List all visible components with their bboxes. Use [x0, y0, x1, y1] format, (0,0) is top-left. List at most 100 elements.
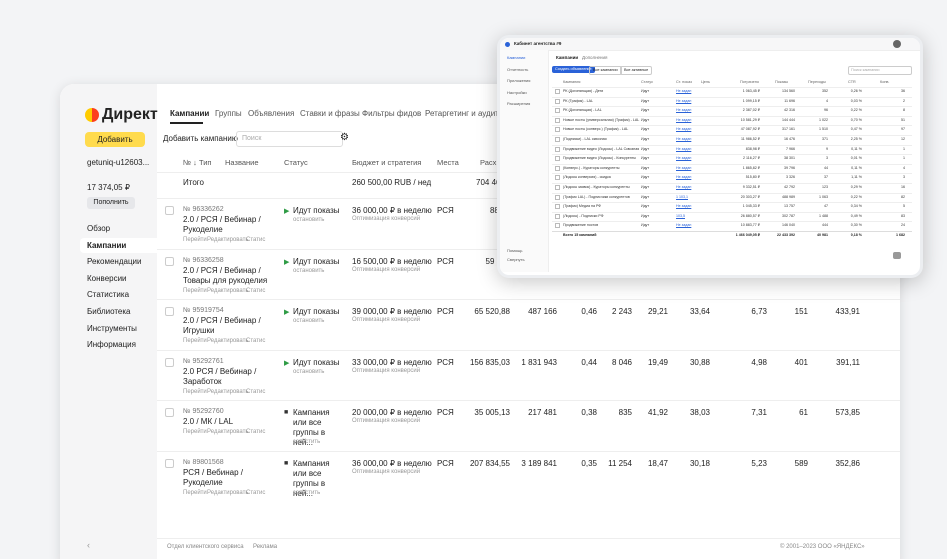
- ov-search[interactable]: Поиск кампании: [848, 66, 912, 75]
- row-link[interactable]: Перейти: [183, 489, 207, 496]
- ov-row-line: [552, 115, 912, 117]
- campaign-name[interactable]: 2.0 / РСЯ / Вебинар / Рукоделие: [183, 215, 261, 234]
- places: РСЯ: [437, 307, 454, 316]
- campaign-name[interactable]: 2.0 РСЯ / Вебинар / Заработок: [183, 366, 257, 386]
- row-link[interactable]: Перейти: [183, 429, 207, 435]
- ov-bottom-item[interactable]: Помощь: [507, 248, 523, 253]
- checkbox[interactable]: [165, 256, 174, 266]
- ov-cell[interactable]: Продвижение видео (Лидосы) - LAL Сквозна…: [563, 146, 640, 151]
- ov-bottom-item[interactable]: Свернуть: [507, 257, 525, 262]
- ov-cell[interactable]: (Лидосы конверсия) - скидка: [563, 175, 611, 180]
- settings-icon: ⚙: [340, 132, 349, 143]
- ov-cell[interactable]: Новые посты (универсальная) (Трафик) - L…: [563, 117, 640, 122]
- menu-item[interactable]: Обзор: [87, 224, 111, 233]
- ov-cell[interactable]: Продвижение видео (Лидосы) - Конкуренты: [563, 156, 637, 161]
- row-link[interactable]: Редактировать: [207, 338, 249, 344]
- footer-support[interactable]: Отдел клиентского сервиса: [167, 544, 244, 550]
- checkbox[interactable]: [165, 357, 174, 367]
- ov-cell[interactable]: (Лидосы заявок) - Кураторы конкуренты: [563, 185, 630, 189]
- checkbox[interactable]: [165, 458, 174, 468]
- ov-cell[interactable]: РК (Догоняющая) - Дети: [563, 89, 604, 93]
- row-link[interactable]: Редактировать: [207, 429, 249, 435]
- row-link[interactable]: Редактировать: [207, 388, 249, 395]
- campaign-name[interactable]: 2.0 / РСЯ / Вебинар / Товары для рукодел…: [183, 265, 268, 285]
- ov-menu-item[interactable]: Настройки: [507, 89, 527, 95]
- row-link[interactable]: Перейти: [183, 237, 207, 243]
- menu-item[interactable]: Информация: [87, 340, 136, 350]
- ov-menu-item[interactable]: Расширения: [507, 101, 531, 106]
- ov-filter[interactable]: Все кампании: [589, 66, 622, 75]
- status: Идут показы: [293, 357, 340, 367]
- menu-item[interactable]: Статистика: [87, 290, 130, 300]
- menu-item[interactable]: Конверсии: [87, 273, 127, 283]
- status-action[interactable]: остановить: [293, 368, 325, 375]
- ov-cell[interactable]: (Трафик LAL) - Подписчики конкурентов: [563, 194, 630, 199]
- ov-cell[interactable]: (Лидосы) - Подписки РФ: [563, 213, 604, 218]
- campaign-name[interactable]: 2.0 / МК / LAL: [183, 417, 234, 426]
- ov-row-line: [552, 173, 912, 174]
- menu-item[interactable]: Рекомендации: [87, 257, 142, 267]
- row-link[interactable]: Редактировать: [207, 237, 249, 243]
- ov-cell[interactable]: Новые посты (конверс.) (Трафик) - LAL: [563, 127, 629, 132]
- ov-menu-item[interactable]: Отчетность: [507, 66, 529, 72]
- row-link[interactable]: Перейти: [183, 338, 207, 344]
- ov-pager: [893, 252, 901, 259]
- search-box[interactable]: Поиск: [236, 131, 343, 147]
- ov-cell[interactable]: (Конверс.) - Кураторы конкуренты: [563, 165, 620, 170]
- budget: 33 000,00 ₽ в неделю: [352, 357, 432, 367]
- ov-header-cell: Переходы: [808, 80, 826, 84]
- ov-cell[interactable]: РК (Трафик) - LAL: [563, 98, 593, 103]
- row-link[interactable]: Статис: [246, 338, 266, 344]
- tab[interactable]: Объявления: [248, 109, 295, 118]
- status-action[interactable]: остановить: [293, 318, 325, 324]
- status-action[interactable]: запустить: [293, 439, 321, 445]
- row-link[interactable]: Статис: [246, 388, 266, 395]
- status: Кампания или все группы в ней...: [293, 408, 330, 447]
- checkbox[interactable]: [165, 206, 174, 215]
- row-link[interactable]: Статис: [246, 237, 266, 243]
- checkbox[interactable]: [165, 307, 174, 316]
- ov-create[interactable]: Создать объявление: [552, 66, 595, 73]
- topup-button[interactable]: Пополнить: [87, 197, 135, 209]
- tab[interactable]: Ставки и фразы: [300, 109, 360, 118]
- row-link[interactable]: Статис: [246, 287, 266, 294]
- status-action[interactable]: остановить: [293, 217, 325, 223]
- metric: 0,38: [581, 408, 597, 417]
- login[interactable]: getuniq-u12603...: [87, 158, 150, 167]
- menu-item[interactable]: Инструменты: [87, 323, 137, 333]
- menu-item[interactable]: Библиотека: [87, 307, 131, 316]
- row-link[interactable]: Перейти: [183, 388, 207, 395]
- ov-menu-item[interactable]: Кампании: [507, 55, 526, 60]
- ov-filter[interactable]: Все активные: [620, 66, 653, 75]
- overlay-window: Кабинет агентства #9 Кампании Отчетность Пр…: [497, 35, 923, 278]
- ov-header-cell: Статус: [641, 80, 654, 84]
- checkbox[interactable]: [165, 408, 174, 417]
- tab[interactable]: Фильтры фидов: [362, 109, 422, 118]
- campaign-name[interactable]: 2.0 / РСЯ / Вебинар / Игрушки: [183, 316, 261, 335]
- add-button[interactable]: Добавить: [85, 132, 145, 147]
- ov-menu-item[interactable]: Приложения: [507, 78, 531, 83]
- tab[interactable]: Кампании: [170, 109, 210, 118]
- ov-cell[interactable]: (Подписки) - LAL сквозная: [563, 137, 607, 141]
- ov-cell[interactable]: РК (Догоняющая) - LAL: [563, 108, 602, 113]
- row-link[interactable]: Перейти: [183, 287, 207, 294]
- footer-ads[interactable]: Реклама: [253, 544, 278, 550]
- ov-cell: 838,98 ₽: [745, 146, 760, 151]
- menu-item[interactable]: Кампании: [87, 240, 127, 250]
- campaign-name[interactable]: РСЯ / Вебинар / Рукоделие: [183, 467, 243, 487]
- row-link[interactable]: Статис: [246, 489, 266, 496]
- ov-tab[interactable]: Дополнения: [582, 55, 608, 60]
- ov-cell[interactable]: Продвижение постов: [563, 223, 599, 228]
- add-campaign[interactable]: Добавить кампанию: [163, 134, 238, 143]
- status-action[interactable]: остановить: [293, 267, 325, 274]
- ov-tab[interactable]: Кампании: [556, 55, 579, 60]
- tab[interactable]: Ретаргетинг и аудито: [425, 109, 504, 118]
- ov-cell: 0,34 %: [850, 204, 862, 209]
- row-link[interactable]: Редактировать: [207, 489, 249, 496]
- status-action[interactable]: запустить: [293, 489, 321, 496]
- row-link[interactable]: Статис: [246, 429, 266, 435]
- ov-cell[interactable]: (Трафик) Медиа на РФ: [563, 204, 602, 209]
- tab[interactable]: Группы: [215, 109, 242, 118]
- row-link[interactable]: Редактировать: [207, 287, 249, 294]
- ov-header: [500, 38, 920, 51]
